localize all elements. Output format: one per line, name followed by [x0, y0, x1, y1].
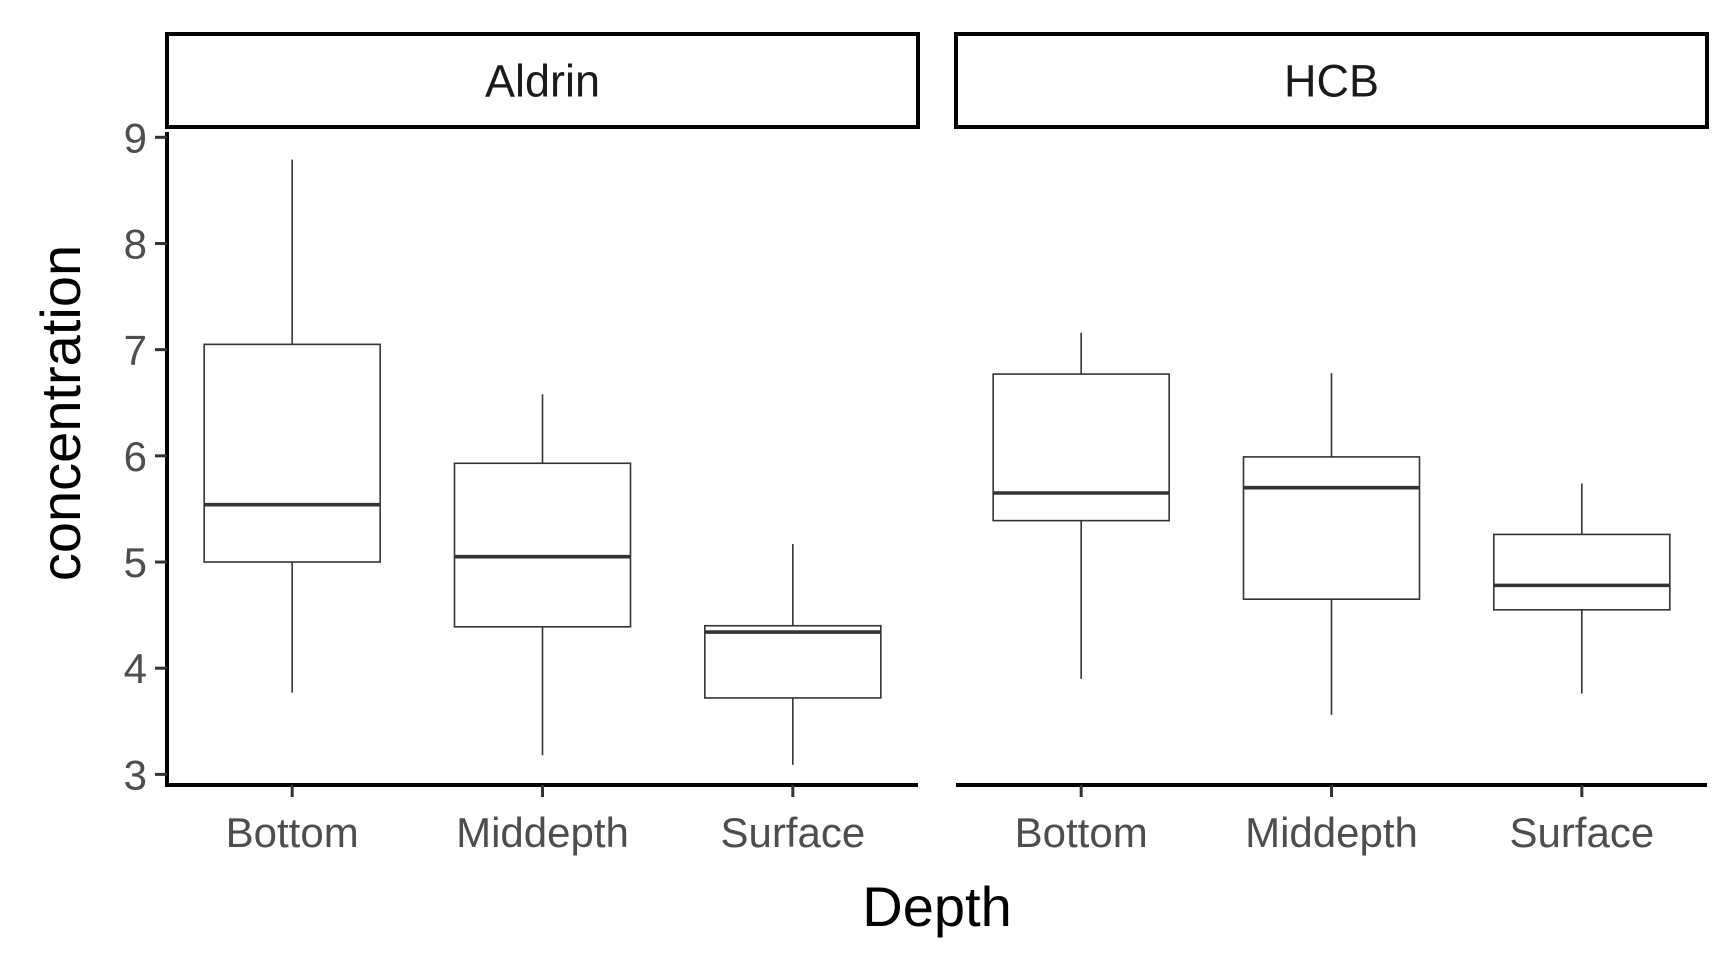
box-iqr [704, 624, 882, 699]
box-aldrin-middepth [453, 394, 632, 756]
facet-strip [165, 32, 920, 129]
box-iqr [203, 343, 381, 563]
box-iqr [453, 462, 632, 628]
box-hcb-middepth [1242, 373, 1421, 715]
x-tick-label: Bottom [1015, 809, 1148, 856]
box-hcb-surface [1493, 483, 1671, 694]
box-hcb-bottom [992, 332, 1170, 679]
x-axis-title: Depth [862, 875, 1011, 938]
y-tick-label: 8 [124, 220, 147, 267]
y-tick-label: 7 [124, 327, 147, 374]
facet-panels: Aldrin Bottom Middepth Surface HCB Bottom Midd… [165, 32, 1709, 856]
box-iqr [1242, 456, 1421, 600]
box-iqr [992, 373, 1170, 522]
y-tick-label: 4 [124, 645, 147, 692]
y-axis-title: concentration [29, 245, 92, 581]
x-tick-label: Middepth [1245, 809, 1418, 856]
facet-strip [954, 32, 1709, 129]
box-aldrin-surface [704, 543, 882, 765]
y-tick-label: 3 [124, 751, 147, 798]
y-tick-label: 6 [124, 433, 147, 480]
x-tick-label: Surface [720, 809, 865, 856]
y-axis: 3 4 5 6 7 8 9 [124, 114, 169, 798]
facet-strip-label: Aldrin [485, 56, 600, 107]
x-tick-label: Middepth [456, 809, 629, 856]
facet-panel-aldrin: Aldrin Bottom Middepth Surface [165, 32, 920, 856]
x-tick-label: Surface [1509, 809, 1654, 856]
y-tick-label: 5 [124, 539, 147, 586]
box-iqr [1493, 533, 1671, 611]
x-tick-label: Bottom [226, 809, 359, 856]
facet-panel-hcb: HCB Bottom Middepth Surface [954, 32, 1709, 856]
y-tick-label: 9 [124, 114, 147, 161]
box-aldrin-bottom [203, 159, 381, 693]
facet-strip-label: HCB [1284, 56, 1379, 107]
